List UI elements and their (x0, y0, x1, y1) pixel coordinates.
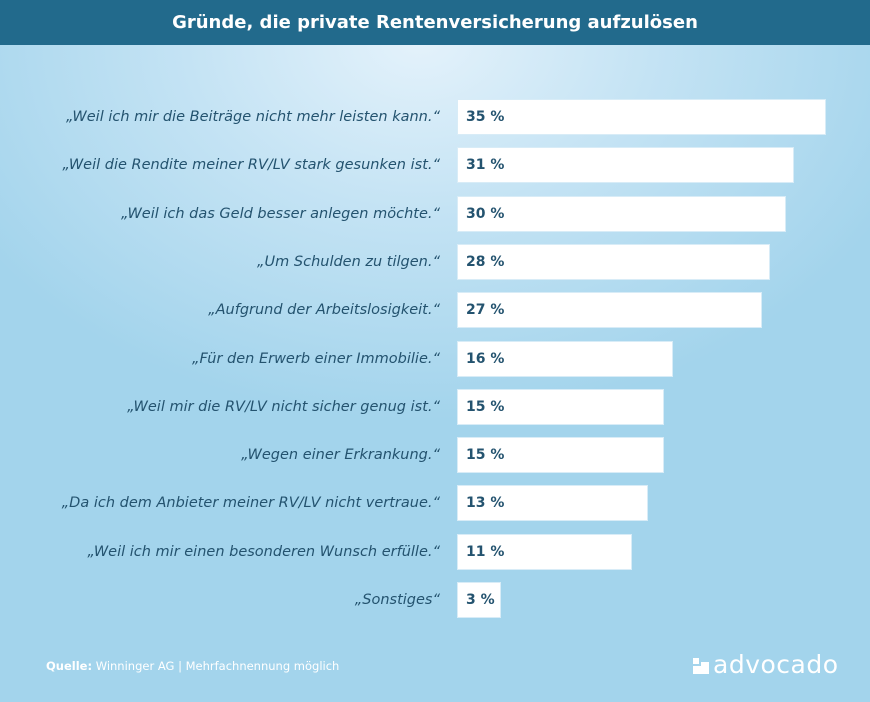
category-label: „Weil die Rendite meiner RV/LV stark ges… (62, 157, 440, 174)
logo-text: advocado (713, 649, 839, 679)
bar: 15 % (457, 388, 665, 425)
bar-row: „Da ich dem Anbieter meiner RV/LV nicht … (0, 485, 870, 522)
bar: 30 % (457, 195, 786, 232)
bar: 16 % (457, 340, 673, 377)
chart-title: Gründe, die private Rentenversicherung a… (0, 0, 870, 45)
source-note: Quelle: Winninger AG | Mehrfachnennung m… (46, 659, 339, 673)
bar: 27 % (457, 292, 762, 329)
bar-row: „Weil die Rendite meiner RV/LV stark ges… (0, 147, 870, 184)
value-label: 27 % (466, 302, 505, 319)
value-label: 30 % (466, 205, 505, 222)
value-label: 13 % (466, 495, 505, 512)
category-label: „Da ich dem Anbieter meiner RV/LV nicht … (61, 495, 440, 512)
value-label: 3 % (466, 592, 495, 608)
source-text: Winninger AG | Mehrfachnennung möglich (95, 659, 340, 673)
bar: 13 % (457, 485, 649, 522)
bar-row: „Für den Erwerb einer Immobilie.“ 16 % (0, 340, 870, 377)
bar-row: „Um Schulden zu tilgen.“ 28 % (0, 243, 870, 280)
category-label: „Um Schulden zu tilgen.“ (257, 253, 440, 270)
advocado-logo: advocado (693, 649, 839, 679)
bar: 31 % (457, 147, 794, 184)
bar-row: „Weil ich mir einen besonderen Wunsch er… (0, 533, 870, 570)
bar: 3 % (457, 582, 501, 618)
category-label: „Weil ich mir einen besonderen Wunsch er… (87, 543, 440, 560)
bar-row: „Weil ich mir die Beiträge nicht mehr le… (0, 99, 870, 135)
bar-row: „Aufgrund der Arbeitslosigkeit.“ 27 % (0, 292, 870, 329)
category-label: „Weil mir die RV/LV nicht sicher genug i… (127, 398, 440, 415)
bar: 15 % (457, 437, 665, 474)
logo-mark-icon (693, 658, 709, 674)
category-label: „Weil ich das Geld besser anlegen möchte… (121, 205, 440, 222)
bar: 28 % (457, 243, 770, 280)
category-label: „Weil ich mir die Beiträge nicht mehr le… (65, 109, 440, 125)
bar-row: „Weil mir die RV/LV nicht sicher genug i… (0, 388, 870, 425)
value-label: 15 % (466, 447, 505, 464)
category-label: „Für den Erwerb einer Immobilie.“ (192, 350, 440, 367)
bar-row: „Weil ich das Geld besser anlegen möchte… (0, 195, 870, 232)
category-label: „Wegen einer Erkrankung.“ (241, 447, 440, 464)
value-label: 11 % (466, 543, 505, 560)
source-label: Quelle: (46, 659, 93, 673)
category-label: „Sonstiges“ (354, 592, 440, 608)
value-label: 28 % (466, 253, 505, 270)
bar-row: „Wegen einer Erkrankung.“ 15 % (0, 437, 870, 474)
value-label: 31 % (466, 157, 505, 174)
value-label: 16 % (466, 350, 505, 367)
category-label: „Aufgrund der Arbeitslosigkeit.“ (208, 302, 440, 319)
bar: 11 % (457, 533, 633, 570)
bar: 35 % (457, 99, 827, 135)
value-label: 35 % (466, 109, 505, 125)
value-label: 15 % (466, 398, 505, 415)
bar-row: „Sonstiges“ 3 % (0, 582, 870, 618)
